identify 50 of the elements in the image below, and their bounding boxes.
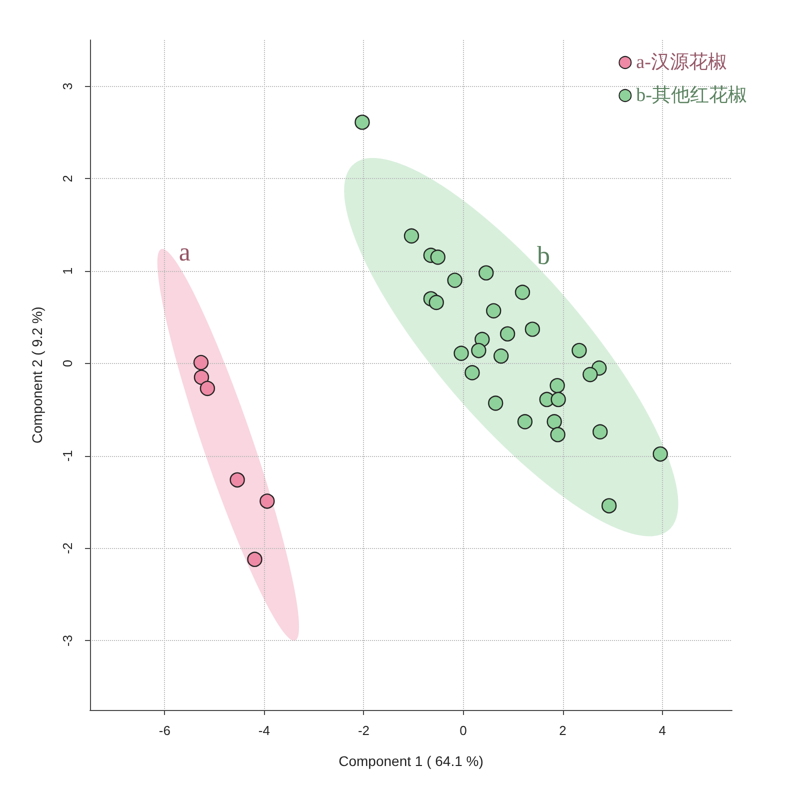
y-tick-label: 0 <box>60 360 75 368</box>
y-tick-label: -2 <box>60 542 75 554</box>
point <box>193 354 209 370</box>
y-axis-title: Component 2 ( 9.2 %) <box>29 306 45 444</box>
point <box>572 342 587 358</box>
point <box>454 346 469 361</box>
point <box>464 365 480 380</box>
y-tick-label: -1 <box>60 450 75 462</box>
point <box>546 414 562 430</box>
point <box>514 284 530 300</box>
point <box>488 396 504 411</box>
annotation: b <box>537 241 550 270</box>
y-tick-label: 3 <box>60 82 75 90</box>
y-tick-label: -3 <box>60 634 75 646</box>
point <box>471 342 486 358</box>
point <box>550 427 566 442</box>
point <box>550 392 566 408</box>
point <box>194 370 210 385</box>
point <box>524 322 540 337</box>
point <box>582 366 598 382</box>
point <box>601 498 617 514</box>
x-tick-label: -4 <box>258 723 270 738</box>
legend-label: a-汉源花椒 <box>636 52 727 73</box>
point <box>354 114 370 130</box>
x-tick-label: -2 <box>358 723 370 738</box>
point <box>500 326 516 342</box>
point <box>478 265 494 280</box>
y-tick-label: 2 <box>60 175 75 182</box>
point <box>430 250 446 265</box>
x-tick-label: -6 <box>158 723 170 738</box>
point <box>428 294 444 310</box>
point <box>230 472 245 488</box>
point <box>493 348 509 364</box>
point <box>404 228 420 244</box>
point <box>550 378 565 394</box>
x-tick-label: 0 <box>460 723 467 738</box>
point <box>447 272 462 288</box>
point <box>592 424 608 440</box>
annotation: a <box>178 238 191 267</box>
x-tick-label: 2 <box>559 723 566 738</box>
point <box>486 303 502 318</box>
point <box>652 446 668 462</box>
x-axis-title: Component 1 ( 64.1 %) <box>338 753 484 769</box>
point <box>260 494 275 509</box>
point <box>247 552 262 567</box>
point <box>200 380 216 396</box>
legend-label: b-其他红花椒 <box>636 85 747 106</box>
point <box>517 414 533 430</box>
x-tick-label: 4 <box>658 723 666 738</box>
y-tick-label: 1 <box>60 267 75 275</box>
